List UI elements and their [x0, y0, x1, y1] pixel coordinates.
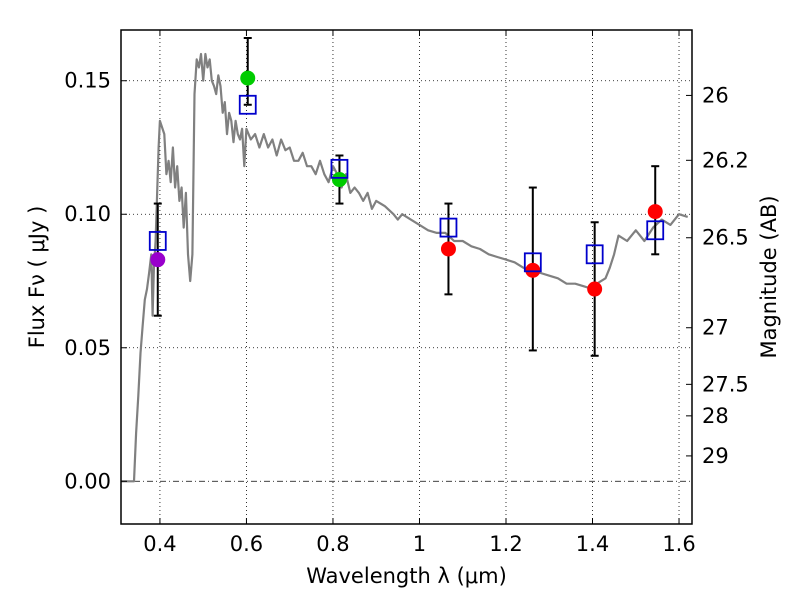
y-tick-label: 0.00: [64, 469, 111, 493]
observed-green-point: [331, 172, 347, 188]
observed-purple-point: [150, 252, 166, 268]
x-axis-label: Wavelength λ (μm): [306, 564, 507, 588]
observed-red-point: [587, 281, 603, 297]
x-tick-label: 0.8: [316, 532, 349, 556]
error-bars: [153, 37, 660, 357]
axis-ticks: [121, 30, 692, 524]
observed-red-point: [525, 262, 541, 278]
model-square-marker: [585, 244, 604, 265]
x-tick-label: 0.6: [230, 532, 263, 556]
x-tick-label: 1: [413, 532, 426, 556]
observed-green-point: [240, 70, 256, 86]
model-spectrum-layer: [121, 52, 689, 483]
tick-labels: 0.4 0.6 0.8 1 1.2 1.4 1.6 0.00 0.05 0.10 0.15 26 26.…: [64, 69, 749, 556]
model-spectrum-line: [121, 52, 689, 483]
right-axis-label: Magnitude (AB): [757, 195, 781, 358]
model-square-marker: [439, 217, 458, 238]
data-points: [148, 70, 665, 297]
right-tick-label: 26: [702, 83, 729, 107]
x-tick-label: 1.6: [662, 532, 695, 556]
y-axis-label: Flux Fν ( μJy ): [25, 206, 49, 349]
plot-frame: [120, 29, 693, 525]
model-square-marker: [646, 220, 665, 241]
model-square-marker: [238, 94, 257, 115]
right-tick-label: 27: [702, 316, 729, 340]
model-square-marker: [148, 231, 167, 251]
observed-red-point: [440, 241, 456, 257]
right-tick-label: 27.5: [702, 372, 749, 396]
right-tick-label: 26.2: [702, 148, 749, 172]
x-tick-label: 0.4: [143, 532, 176, 556]
right-tick-label: 29: [702, 444, 729, 468]
observed-red-point: [647, 204, 663, 220]
y-tick-label: 0.05: [64, 336, 111, 360]
right-tick-label: 28: [702, 404, 729, 428]
y-tick-label: 0.10: [64, 202, 111, 226]
y-tick-label: 0.15: [64, 69, 111, 93]
right-tick-label: 26.5: [702, 226, 749, 250]
x-tick-label: 1.2: [489, 532, 522, 556]
model-square-marker: [523, 252, 542, 273]
model-square-marker: [330, 158, 349, 179]
x-tick-label: 1.4: [576, 532, 609, 556]
